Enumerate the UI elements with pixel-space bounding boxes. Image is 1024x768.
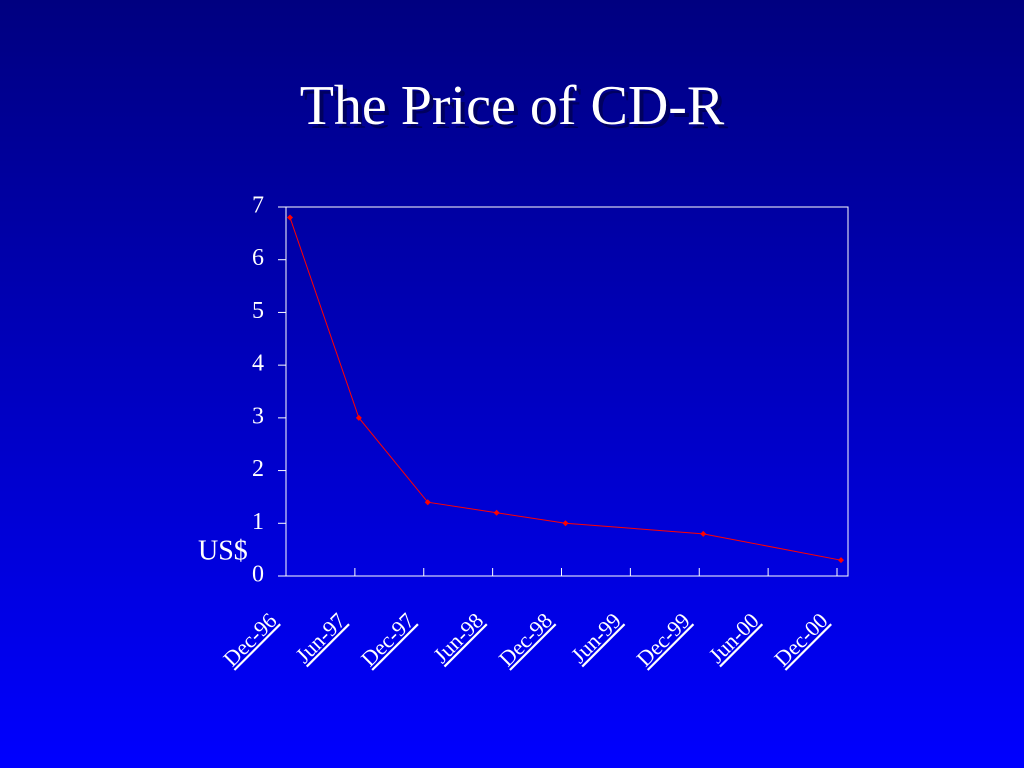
x-tick-label: Dec-97 [356,608,419,671]
point [355,414,362,421]
y-tick-label: 7 [252,193,264,219]
chart-title-shadow: The Price of CD-R [304,79,729,141]
x-tick-label: Jun-97 [290,608,350,668]
x-tick-label: Jun-98 [428,608,488,668]
line [289,217,842,561]
chart-title: The Price of CD-R [300,75,725,137]
x-tick-label: Dec-99 [631,608,694,671]
y-tick-label: 4 [252,351,264,377]
point [493,509,500,516]
x-tick-label: Dec-96 [218,608,281,671]
point [287,214,293,221]
y-tick-label: 5 [252,298,264,324]
x-tick-label: Jun-00 [704,608,764,668]
y-tick-label: 1 [252,509,264,535]
y-tick-label: 3 [252,403,264,429]
point [700,530,707,537]
y-tick-label: 0 [252,562,264,588]
y-tick-label: 6 [252,245,264,271]
y-tick-label: 2 [252,456,264,482]
y-axis-label: US$ [198,535,248,566]
point [838,557,844,564]
point [562,520,569,527]
x-tick-label: Jun-99 [566,608,626,668]
x-tick-label: Dec-00 [769,608,832,671]
x-tick-label: Dec-98 [494,608,557,671]
plot-frame [285,206,849,577]
point [424,499,431,506]
